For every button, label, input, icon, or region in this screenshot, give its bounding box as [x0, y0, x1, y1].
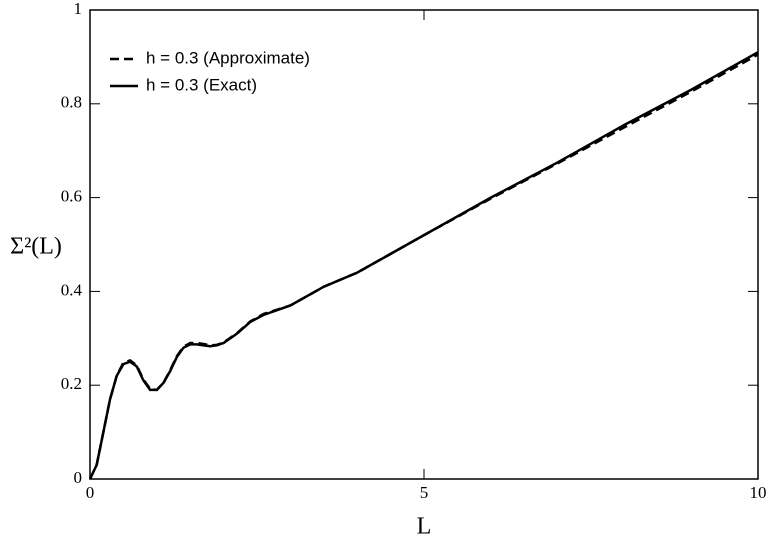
y-tick-label: 0.4: [61, 280, 83, 299]
y-tick-label: 0: [74, 468, 83, 487]
y-tick-label: 1: [74, 0, 83, 18]
series-line: [88, 53, 759, 480]
legend-label: h = 0.3 (Exact): [146, 75, 257, 94]
x-tick-label: 5: [420, 483, 429, 502]
x-tick-label: 0: [86, 483, 95, 502]
y-tick-label: 0.8: [61, 93, 82, 112]
y-tick-label: 0.6: [61, 187, 82, 206]
y-axis-label: Σ²(L): [10, 234, 62, 260]
series-line: [88, 51, 759, 480]
x-tick-label: 10: [750, 483, 767, 502]
y-tick-label: 0.2: [61, 374, 82, 393]
legend-label: h = 0.3 (Approximate): [146, 48, 310, 67]
x-axis-label: L: [417, 514, 432, 540]
